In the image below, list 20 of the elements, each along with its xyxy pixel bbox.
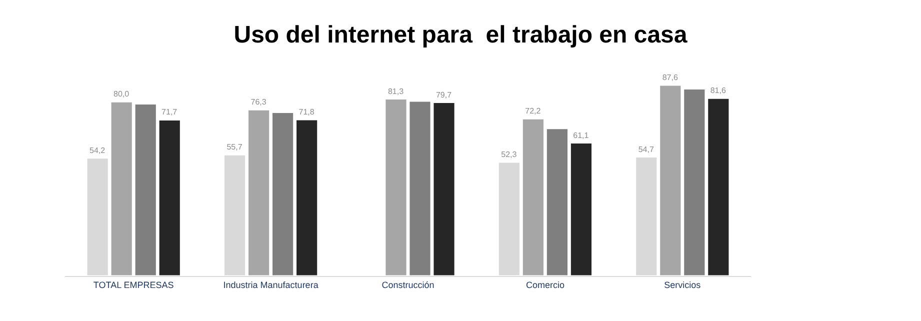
data-label: 52,3 [501,150,518,159]
data-label: 80,0 [114,90,130,99]
data-label: 71,8 [298,107,315,116]
x-tick-label: Construcción [382,280,434,290]
x-tick-label: Comercio [526,280,564,290]
data-label: 55,7 [226,142,243,152]
chart-title: Uso del internet para el trabajo en casa [234,21,688,48]
x-tick-label: Servicios [664,280,702,290]
data-label: 81,6 [710,86,726,96]
data-label: 61,1 [573,130,590,140]
x-tick-label: Industria Manufacturera [223,280,318,290]
data-label: 72,2 [525,106,542,116]
data-label: 54,7 [638,144,654,154]
data-label: 54,2 [90,146,106,155]
data-label: 87,6 [662,73,678,82]
data-label: 76,3 [250,98,267,107]
data-label: 79,7 [436,90,452,100]
x-tick-label: TOTAL EMPRESAS [93,280,174,290]
data-label: 71,7 [162,108,178,117]
data-label: 81,3 [388,86,404,96]
